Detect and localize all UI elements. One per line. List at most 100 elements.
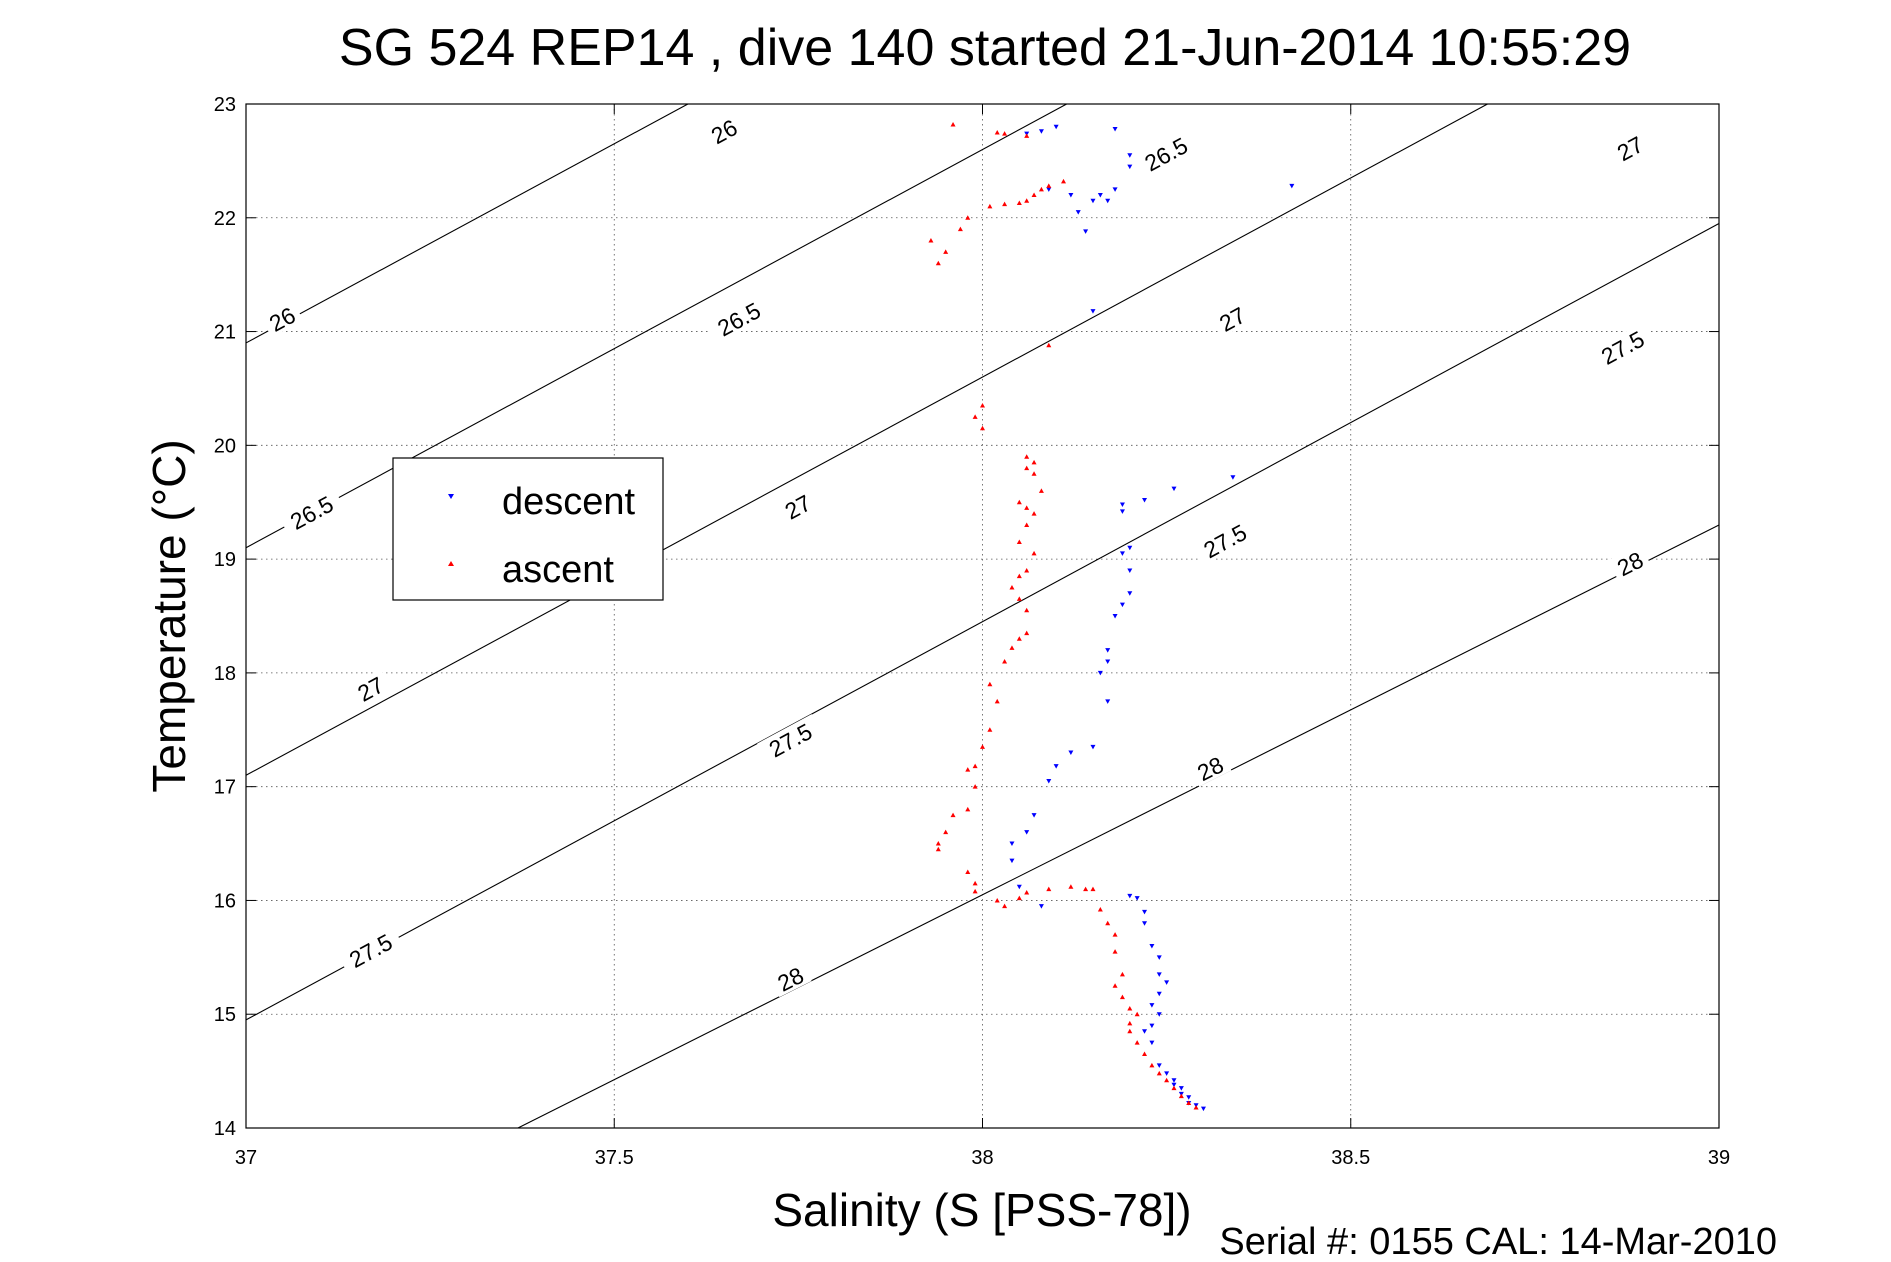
ascent-point	[1193, 1105, 1199, 1110]
ascent-point	[1038, 488, 1044, 493]
descent-point	[1009, 858, 1015, 864]
ascent-point	[1178, 1093, 1184, 1099]
ascent-point	[943, 249, 949, 254]
descent-point	[1164, 1071, 1170, 1076]
descent-point	[1230, 475, 1236, 480]
contour-label-halo	[278, 486, 345, 538]
ascent-point	[1097, 907, 1103, 912]
ascent-point	[1186, 1100, 1192, 1105]
descent-point	[1068, 750, 1074, 756]
ascent-point	[1046, 342, 1052, 348]
contour-label-26: 26	[260, 299, 304, 338]
ascent-point	[1083, 886, 1089, 892]
descent-point	[1090, 309, 1096, 314]
descent-point	[1156, 991, 1162, 997]
descent-point	[1112, 614, 1118, 619]
ascent-point	[1112, 932, 1118, 937]
ascent-point	[1031, 550, 1037, 556]
descent-point	[1031, 813, 1037, 818]
ascent-point	[987, 727, 993, 732]
descent-point	[1119, 602, 1125, 608]
contour-label-halo	[1188, 749, 1232, 787]
contour-label-halo	[1210, 299, 1254, 338]
descent-point	[1142, 909, 1148, 915]
ascent-point	[965, 215, 971, 220]
legend-box	[392, 457, 664, 601]
legend: descent ascent	[392, 457, 664, 601]
ascent-point	[1016, 539, 1022, 545]
ascent-point	[1164, 1077, 1170, 1083]
descent-point	[1053, 124, 1059, 130]
ascent-point	[1105, 920, 1111, 926]
y-tick-label: 23	[214, 94, 236, 116]
ascent-point	[1009, 645, 1015, 650]
contour-label-halo	[705, 293, 772, 344]
contour-label-halo	[757, 714, 824, 765]
contour-label-28: 28	[1188, 749, 1232, 787]
descent-point	[1149, 943, 1155, 949]
descent-point	[1171, 486, 1177, 492]
descent-point	[1105, 659, 1111, 665]
descent-point	[1083, 229, 1089, 234]
density-contour-27	[245, 103, 1488, 776]
ascent-point	[1016, 499, 1022, 505]
density-contour-27-5	[245, 222, 1720, 1021]
ascent-point	[935, 260, 941, 266]
serial-calibration-note: Serial #: 0155 CAL: 14-Mar-2010	[1219, 1221, 1777, 1262]
descent-point	[1149, 1003, 1155, 1008]
ascent-point	[1031, 471, 1037, 476]
ascent-point	[972, 414, 978, 419]
ascent-point	[1061, 178, 1067, 184]
x-tick-label: 38	[971, 1147, 993, 1169]
descent-point	[1134, 896, 1140, 901]
y-tick-label: 21	[214, 322, 236, 344]
descent-point	[1038, 129, 1044, 134]
descent-point	[1186, 1095, 1192, 1100]
ascent-point	[1127, 1020, 1133, 1026]
descent-point	[1119, 502, 1125, 507]
descent-point	[1171, 1078, 1177, 1083]
ascent-point	[1112, 983, 1118, 988]
descent-point	[1105, 198, 1111, 204]
ascent-point	[980, 403, 985, 408]
descent-point	[1156, 1063, 1162, 1068]
ascent-point	[1024, 567, 1030, 573]
contour-label-27: 27	[1210, 299, 1254, 338]
ascent-point	[1171, 1085, 1177, 1091]
descent-point	[1178, 1086, 1184, 1091]
ascent-point	[1031, 192, 1037, 198]
y-tick-label: 16	[214, 890, 236, 912]
ascent-point	[1024, 454, 1030, 459]
descent-point	[1009, 841, 1015, 847]
ascent-point	[1156, 1070, 1162, 1076]
descent-point	[1149, 1023, 1155, 1029]
ascent-point	[1002, 659, 1008, 664]
contour-label-halo	[260, 299, 304, 338]
ascent-point	[965, 806, 971, 812]
contour-label-halo	[775, 487, 819, 526]
contour-label-26: 26	[702, 111, 746, 150]
ascent-point	[1016, 636, 1022, 641]
ascent-point	[987, 203, 993, 209]
contour-label-27: 27	[348, 669, 392, 708]
contour-label-halo	[1191, 514, 1258, 566]
descent-point	[1127, 164, 1133, 170]
descent-point	[1112, 127, 1118, 132]
descent-point	[1119, 509, 1125, 514]
descent-point	[1075, 210, 1081, 215]
descent-point	[1289, 183, 1295, 189]
ascent-point	[1024, 505, 1030, 510]
ascent-point	[935, 841, 941, 846]
ascent-point	[972, 880, 978, 886]
descent-point	[1112, 187, 1118, 192]
descent-point	[1105, 648, 1111, 653]
legend-ascent-label: ascent	[502, 549, 614, 591]
ascent-point	[994, 129, 1000, 135]
contour-label-halo	[768, 959, 812, 998]
ascent-point	[972, 888, 978, 894]
contour-label-26-5: 26.5	[278, 486, 345, 538]
descent-point	[1127, 545, 1133, 551]
descent-point	[1142, 1029, 1148, 1034]
ascent-point	[957, 226, 963, 232]
descent-point	[1142, 497, 1148, 503]
